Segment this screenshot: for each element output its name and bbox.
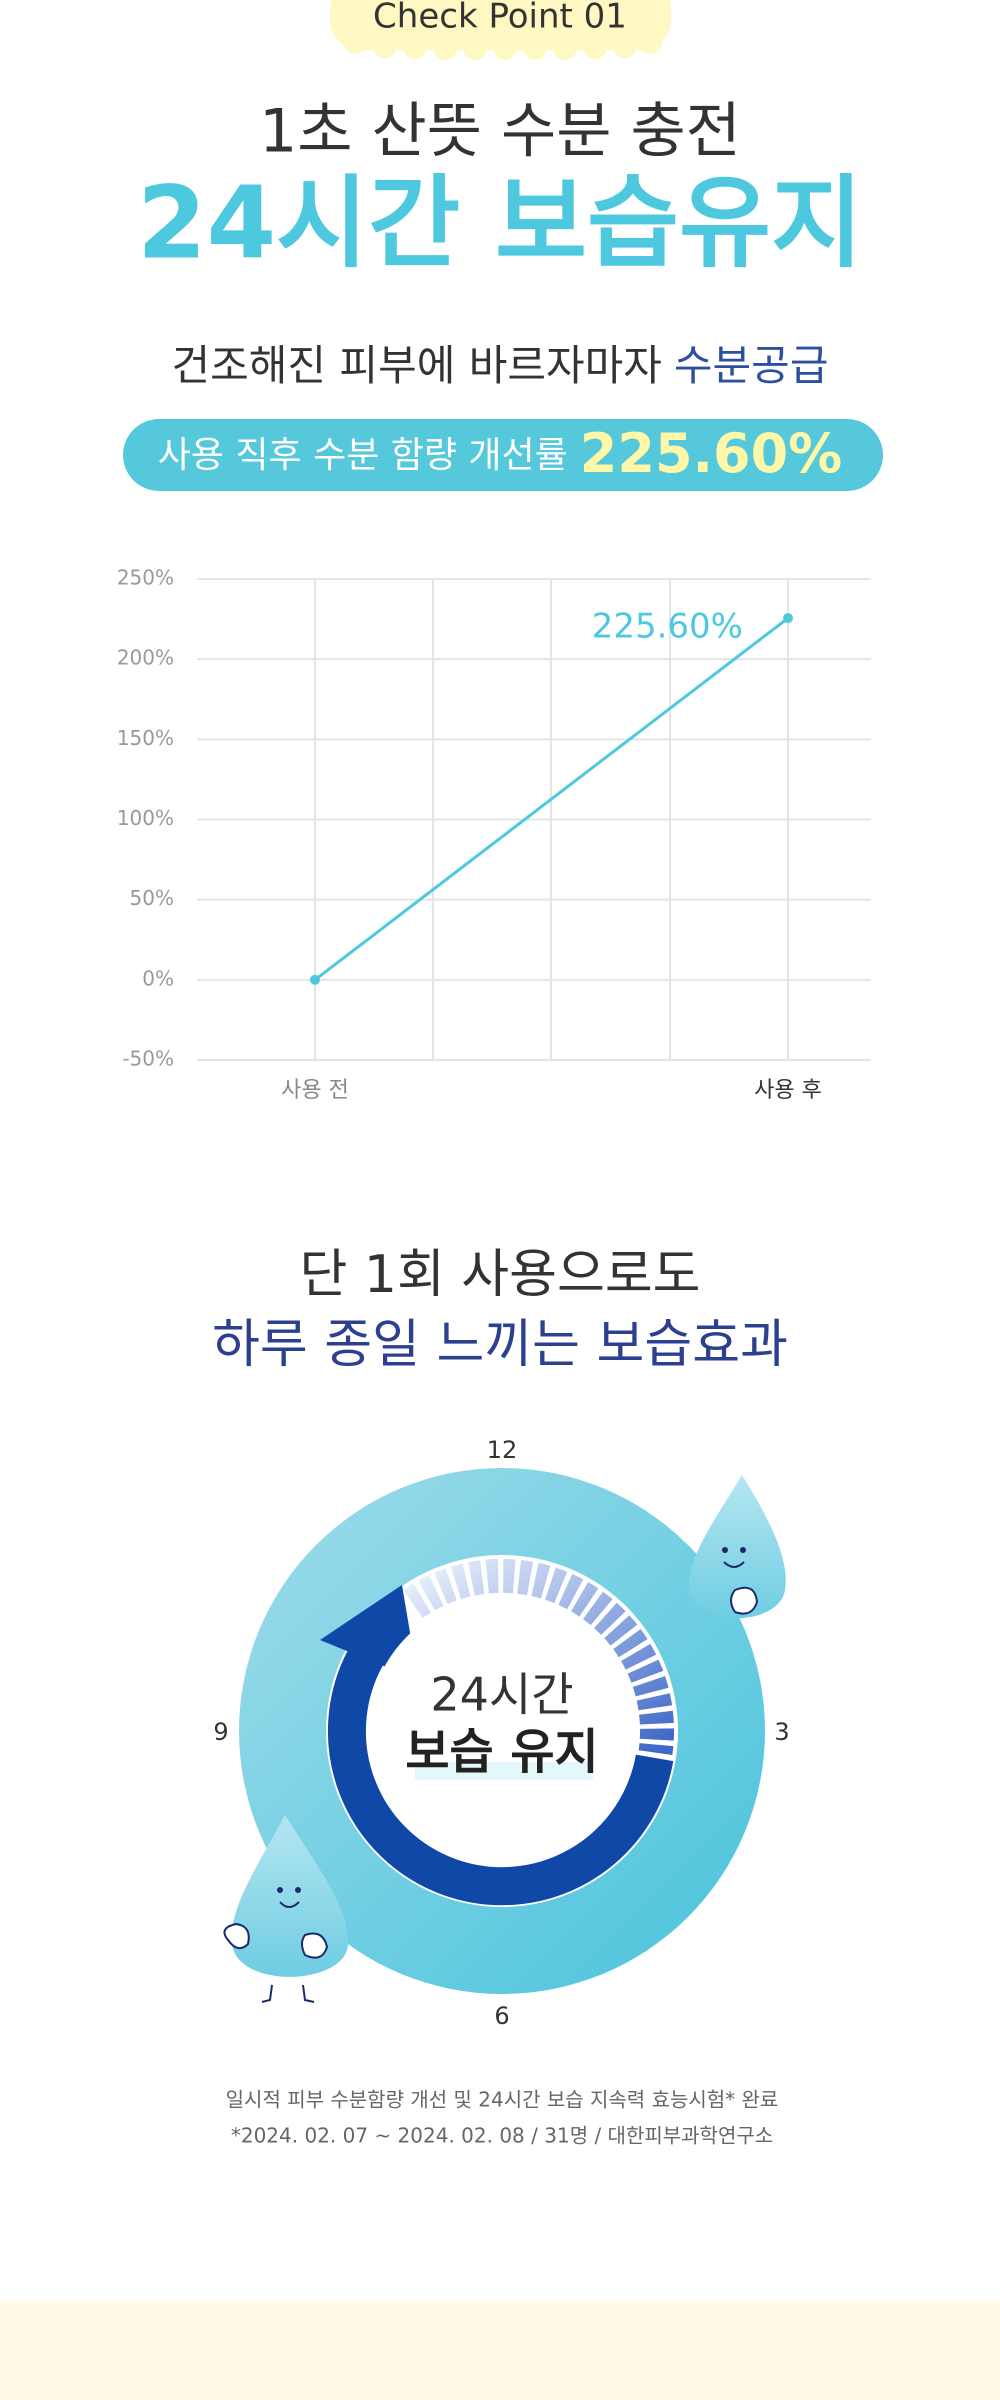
y-tick-label: 0% (142, 966, 174, 990)
hour-label: 9 (213, 1718, 228, 1746)
droplet-right (689, 1475, 786, 1619)
headline-line2: 24시간 보습유지 (137, 164, 863, 281)
badge-value: 225.60% (580, 422, 843, 485)
checkpoint-pill (330, 0, 671, 60)
highlight (415, 1762, 593, 1780)
checkpoint: Check Point 01 (373, 0, 627, 37)
hour-label: 12 (487, 1436, 518, 1464)
headline-line1: 1초 산뜻 수분 충전 (259, 97, 741, 167)
clock-title1: 단 1회 사용으로도 (299, 1245, 700, 1305)
bottom-band (0, 2300, 1000, 2400)
clock-graphic (239, 1468, 765, 1994)
clock-center-line1: 24시간 (430, 1668, 573, 1722)
x-tick-label: 사용 전 (281, 1078, 349, 1103)
point (783, 613, 793, 624)
badge-text: 사용 직후 수분 함량 개선률 225.60% (158, 422, 843, 485)
clock-center-line2: 보습 유지 (405, 1724, 598, 1780)
y-tick-label: 200% (117, 646, 174, 670)
y-tick-label: -50% (122, 1047, 174, 1071)
subheadline: 건조해진 피부에 바르자마자 수분공급 (172, 341, 829, 390)
badge (123, 419, 883, 491)
point (310, 974, 320, 985)
footnote-line: 일시적 피부 수분함량 개선 및 24시간 보습 지속력 효능시험* 완료 (226, 2088, 779, 2112)
y-tick-label: 50% (130, 886, 174, 910)
hour-label: 3 (774, 1718, 789, 1746)
hour-label: 6 (494, 2002, 509, 2030)
droplet-left (223, 1815, 349, 2003)
line (314, 616, 789, 982)
x-tick-label: 사용 후 (754, 1078, 822, 1103)
clock-title2: 하루 종일 느끼는 보습효과 (212, 1315, 788, 1375)
y-tick-label: 150% (117, 726, 174, 750)
line-chart: -50% 0% 50% 100% 150% 200% 250% 사용 전 사용 후 225.60% (117, 566, 871, 1103)
subheadline-highlight: 수분공급 (674, 341, 829, 390)
y-tick-label: 100% (117, 806, 174, 830)
subheadline-text: 건조해진 피부에 바르자마자 (172, 341, 662, 390)
y-tick-label: 250% (117, 566, 174, 590)
data-label: 225.60% (592, 607, 743, 647)
footnote-line: *2024. 02. 07 ~ 2024. 02. 08 / 31명 / 대한피… (231, 2124, 773, 2148)
badge-label: 사용 직후 수분 함량 개선률 (158, 435, 568, 476)
